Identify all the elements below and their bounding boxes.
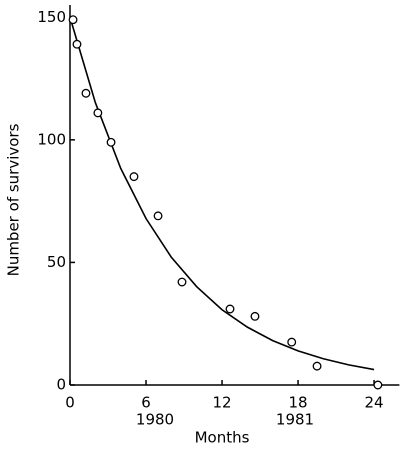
data-point [373, 380, 383, 390]
data-point [177, 277, 187, 287]
y-tick-label: 100 [37, 130, 66, 148]
data-point [250, 311, 260, 321]
data-point [72, 39, 82, 49]
data-point [287, 337, 297, 347]
data-point [312, 361, 322, 371]
data-point [129, 172, 139, 182]
x-tick-label: 24 [365, 394, 384, 412]
year-annotation: 1980 [136, 411, 174, 429]
data-point [68, 15, 78, 25]
y-tick-label: 150 [37, 8, 66, 26]
data-point [225, 304, 235, 314]
x-tick-label: 18 [288, 394, 307, 412]
data-point [93, 108, 103, 118]
y-tick-label: 0 [56, 376, 66, 394]
x-tick-label: 12 [212, 394, 231, 412]
x-tick-label: 6 [141, 394, 151, 412]
x-tick-label: 0 [65, 394, 75, 412]
data-point [106, 137, 116, 147]
year-annotation: 1981 [276, 411, 314, 429]
x-axis-label: Months [195, 429, 250, 447]
y-tick-label: 50 [47, 253, 66, 271]
data-point [153, 211, 163, 221]
fit-curve [69, 17, 375, 371]
y-axis-label: Number of survivors [5, 123, 23, 276]
data-point [81, 88, 91, 98]
